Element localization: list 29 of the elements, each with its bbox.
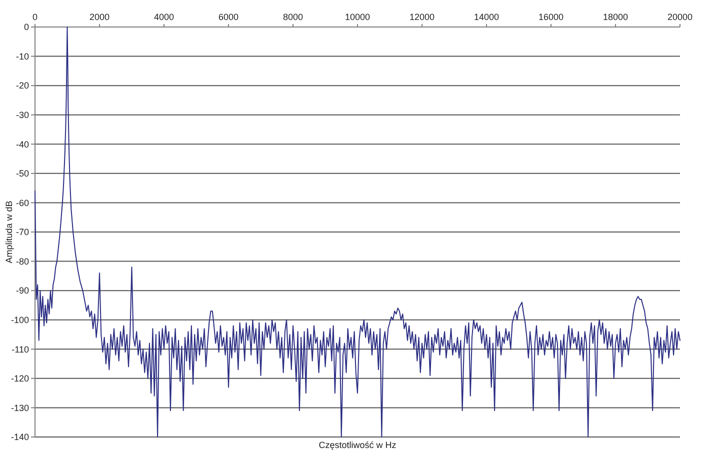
x-tick-label: 2000 bbox=[89, 12, 110, 22]
x-tick-label: 12000 bbox=[409, 12, 435, 22]
x-tick-label: 16000 bbox=[538, 12, 564, 22]
y-tick-label: -30 bbox=[16, 110, 29, 120]
y-tick-label: -20 bbox=[16, 80, 29, 91]
x-tick-label: 20000 bbox=[667, 12, 693, 22]
line-series bbox=[34, 26, 680, 438]
x-tick-label: 0 bbox=[32, 12, 38, 22]
x-axis-title: Częstotliwość w Hz bbox=[318, 440, 397, 450]
y-tick-label: -80 bbox=[16, 256, 29, 266]
y-tick-label: -50 bbox=[16, 168, 29, 179]
x-tick-label: 18000 bbox=[602, 12, 628, 22]
y-axis-title: Amplituda w dB bbox=[4, 200, 14, 264]
y-tick-label: -110 bbox=[12, 344, 29, 354]
y-tick-label: -60 bbox=[16, 198, 29, 208]
y-tick-label: -90 bbox=[16, 286, 29, 296]
x-tick-label: 6000 bbox=[218, 12, 239, 22]
x-tick-label: 14000 bbox=[474, 12, 500, 22]
x-tick-label: 8000 bbox=[282, 12, 304, 22]
y-tick-label: -40 bbox=[16, 139, 29, 150]
y-tick-label: -70 bbox=[16, 227, 29, 238]
y-tick-label: -130 bbox=[10, 402, 29, 413]
y-tick-label: -140 bbox=[10, 432, 29, 442]
y-tick-label: -100 bbox=[10, 315, 29, 326]
x-tick-label: 4000 bbox=[154, 12, 174, 22]
y-tick-label: -10 bbox=[16, 51, 29, 62]
y-tick-label: -120 bbox=[10, 374, 29, 384]
y-tick-label: 0 bbox=[24, 22, 29, 32]
x-tick-label: 10000 bbox=[344, 12, 370, 22]
